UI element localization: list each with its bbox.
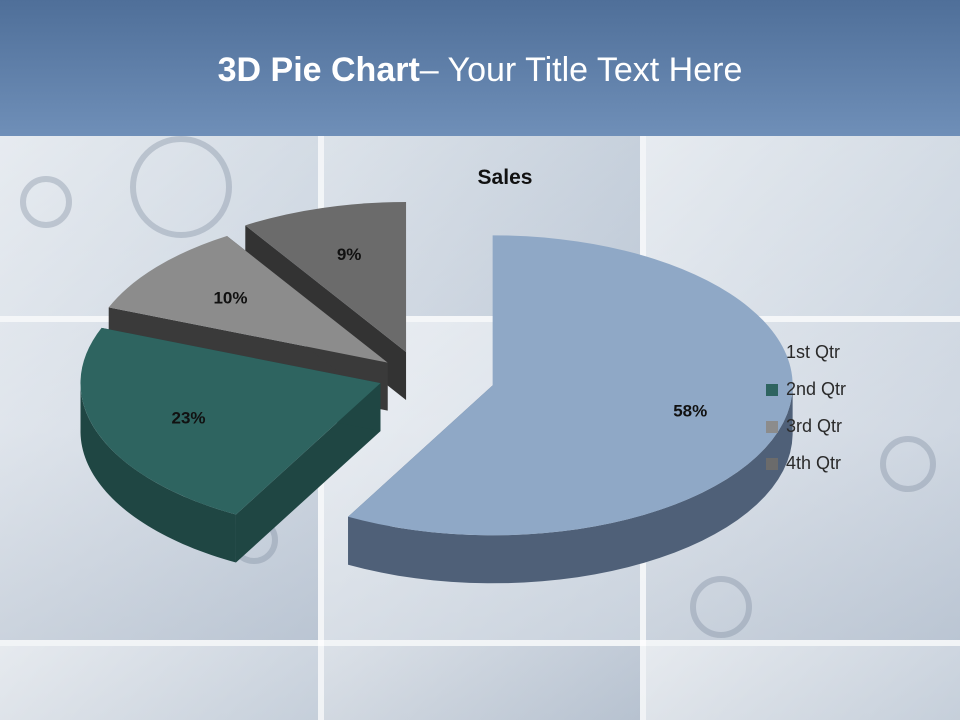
legend-label: 4th Qtr <box>786 453 842 473</box>
chart-legend: 1st Qtr 2nd Qtr 3rd Qtr 4th Qtr <box>766 334 846 482</box>
slide-title-rest: – Your Title Text Here <box>419 51 743 89</box>
pie-slice <box>348 235 793 584</box>
chart-title: Sales <box>477 166 533 189</box>
washer-shape <box>690 576 752 638</box>
grid-divider <box>0 316 960 322</box>
data-label: 58% <box>673 402 707 421</box>
background-tile <box>646 646 960 720</box>
legend-swatch <box>766 457 778 470</box>
data-label: 9% <box>337 245 362 264</box>
legend-label: 1st Qtr <box>786 342 841 362</box>
legend-item: 1st Qtr <box>766 334 846 371</box>
washer-shape <box>880 436 936 492</box>
slice-outer-wall <box>80 380 236 563</box>
data-label: 23% <box>172 409 206 428</box>
legend-label: 3rd Qtr <box>786 416 843 436</box>
legend-swatch <box>766 383 778 396</box>
slide-title: 3D Pie Chart– Your Title Text Here <box>0 48 960 92</box>
background-tile <box>0 646 318 720</box>
background-tile <box>324 646 640 720</box>
data-labels: 9% 10% 58% 23% <box>172 245 708 428</box>
slice-top <box>245 201 407 352</box>
legend-label: 2nd Qtr <box>786 379 847 399</box>
pie-slice <box>80 327 381 563</box>
legend-swatch <box>766 346 778 359</box>
slide-title-bold: 3D Pie Chart <box>217 51 420 89</box>
nut-shape <box>20 176 72 228</box>
slice-top <box>80 327 381 515</box>
slice-tops <box>80 201 793 584</box>
data-label: 10% <box>213 289 247 308</box>
legend-swatch <box>766 420 778 433</box>
bearing-shape <box>130 136 232 238</box>
legend-item: 3rd Qtr <box>766 408 846 445</box>
title-bar <box>0 0 960 136</box>
legend-item: 2nd Qtr <box>766 371 846 408</box>
slice-outer-wall <box>348 386 793 584</box>
slice-top <box>108 235 388 363</box>
legend-item: 4th Qtr <box>766 445 846 482</box>
grid-divider <box>0 640 960 646</box>
slice-wall <box>235 383 381 563</box>
slice-top <box>348 235 793 536</box>
